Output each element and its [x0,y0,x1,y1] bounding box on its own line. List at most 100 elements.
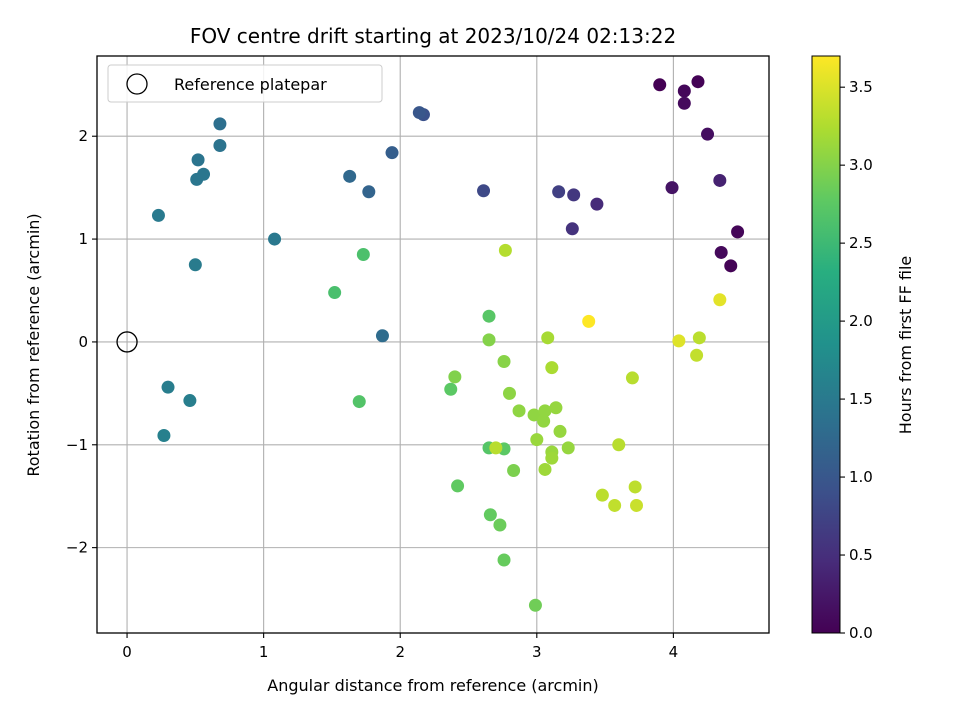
data-point [530,433,544,447]
data-point [497,354,511,368]
data-point [477,184,491,198]
data-point [483,508,497,522]
data-point [714,245,728,259]
data-point [188,258,202,272]
chart-title: FOV centre drift starting at 2023/10/24 … [190,24,676,48]
data-point [213,117,227,131]
colorbar-ticks: 0.0 0.5 1.0 1.5 2.0 2.5 3.0 3.5 [840,78,873,642]
data-point [677,96,691,110]
data-point [512,404,526,418]
data-point [451,479,465,493]
y-tick-label: −1 [66,436,88,454]
data-point [690,348,704,362]
plot-frame [96,55,770,634]
x-axis-ticks: 0 1 2 3 4 [122,633,678,661]
reference-marker-group [116,331,138,353]
data-point [343,169,357,183]
y-tick-label: −2 [66,539,88,557]
data-point [553,424,567,438]
data-point [213,138,227,152]
data-point [565,222,579,236]
data-point [444,382,458,396]
data-point [552,185,566,199]
colorbar-tick-label: 3.5 [849,78,873,96]
data-point [538,404,552,418]
grid [97,56,769,633]
x-tick-label: 2 [395,643,405,661]
data-point [672,334,686,348]
data-point [151,208,165,222]
data-point [561,441,575,455]
data-point [448,370,462,384]
colorbar [811,55,841,634]
data-point [625,371,639,385]
legend: Reference platepar [107,64,383,103]
data-point [352,395,366,409]
data-point [567,188,581,202]
x-tick-label: 1 [259,643,269,661]
data-point [713,173,727,187]
data-point [375,329,389,343]
colorbar-tick-label: 3.0 [849,156,873,174]
data-point [385,146,399,160]
data-point [493,518,507,532]
data-point [608,498,622,512]
data-point [653,78,667,92]
data-point [691,75,705,89]
data-point [582,314,596,328]
y-tick-label: 1 [78,230,88,248]
data-point [502,386,516,400]
data-point [328,286,342,300]
data-point [538,462,552,476]
colorbar-label: Hours from first FF file [896,256,915,435]
data-point [183,394,197,408]
data-point [731,225,745,239]
legend-box [107,64,383,103]
x-tick-label: 3 [532,643,542,661]
data-point [190,172,204,186]
data-point [362,185,376,199]
data-point [724,259,738,273]
data-point [692,331,706,345]
data-point [665,181,679,195]
data-point [157,429,171,443]
data-point [528,598,542,612]
data-point [507,463,521,477]
data-point [545,451,559,465]
data-point [541,331,555,345]
data-point [612,438,626,452]
colorbar-tick-label: 0.5 [849,546,873,564]
data-point [713,293,727,307]
data-point [628,480,642,494]
data-point [537,414,551,428]
y-tick-label: 2 [78,127,88,145]
legend-label: Reference platepar [174,75,327,94]
y-tick-label: 0 [78,333,88,351]
colorbar-tick-label: 1.5 [849,390,873,408]
data-point [191,153,205,167]
y-axis-ticks: −2 −1 0 1 2 [66,127,97,557]
data-points [151,75,745,612]
data-point [590,197,604,211]
data-point [482,333,496,347]
colorbar-tick-label: 2.0 [849,312,873,330]
data-point [356,248,370,262]
data-point [630,498,644,512]
data-point [412,106,426,120]
legend-open-circle-marker [126,73,148,95]
data-point [677,84,691,98]
data-point [497,553,511,567]
data-point [498,243,512,257]
x-tick-label: 0 [122,643,132,661]
colorbar-tick-label: 2.5 [849,234,873,252]
data-point [549,401,563,415]
data-point [482,309,496,323]
data-point [489,441,503,455]
colorbar-tick-label: 0.0 [849,624,873,642]
reference-platepar-marker [116,331,138,353]
data-point [545,361,559,375]
colorbar-tick-label: 1.0 [849,468,873,486]
data-point [527,408,541,422]
data-point [161,380,175,394]
data-point [268,232,282,246]
